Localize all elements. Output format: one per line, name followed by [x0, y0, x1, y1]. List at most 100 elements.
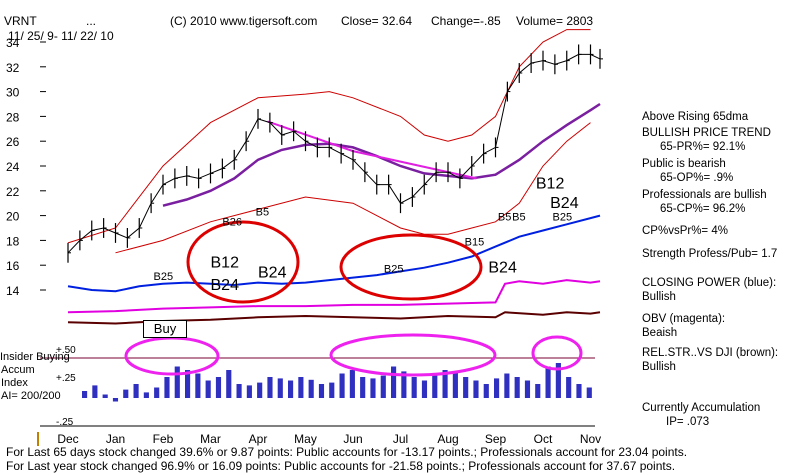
accum-bar	[298, 377, 304, 398]
x-tick-label: Mar	[200, 432, 221, 446]
accum-bar	[442, 370, 448, 398]
accum-bar	[411, 377, 417, 398]
accum-bar	[257, 382, 263, 398]
ticker: VRNT	[4, 14, 37, 28]
signal-label: B12	[211, 255, 240, 272]
accum-bar	[277, 378, 283, 398]
accum-bar	[483, 384, 489, 398]
accum-bar	[267, 377, 273, 398]
accum-bar	[349, 370, 355, 398]
x-tick-label: Feb	[153, 432, 174, 446]
signal-label: B5	[256, 207, 269, 219]
accum-bar	[102, 394, 108, 398]
accum-bar	[566, 377, 572, 398]
y-tick-label: 34	[6, 36, 20, 50]
signal-label: B5	[512, 212, 525, 224]
price-line	[67, 53, 601, 254]
footer-65-days: For Last 65 days stock changed 39.6% or …	[6, 445, 688, 459]
accum-bar	[586, 387, 592, 398]
accum-bar	[205, 380, 211, 398]
change-value: Change=-.85	[431, 14, 501, 28]
footer-last-year: For Last year stock changed 96.9% or 16.…	[6, 459, 676, 473]
pr-percent: 65-PR%= 92.1%	[660, 141, 746, 153]
obv-label: OBV (magenta):	[642, 313, 726, 325]
accum-bar	[329, 382, 335, 398]
signal-label: B25	[384, 264, 404, 276]
accum-bar	[535, 384, 541, 398]
chart-series	[40, 29, 603, 402]
signal-label: B24	[550, 195, 579, 212]
signal-label: B24	[258, 265, 287, 282]
signal-label: B24	[211, 277, 240, 294]
accum-bar	[318, 384, 325, 398]
accum-bar	[401, 371, 407, 398]
professionals-status: Professionals are bullish	[642, 189, 767, 201]
x-axis: Dec Jan Feb Mar Apr May Jun Jul Aug Sep Oct Nov	[37, 425, 601, 446]
accum-label: Accum	[1, 364, 35, 376]
x-tick-label: Jan	[106, 432, 125, 446]
copyright: (C) 2010 www.tigersoft.com	[170, 14, 318, 28]
rel-strength-label: REL.STR..VS DJI (brown):	[642, 347, 779, 359]
ip-value: IP= .073	[666, 416, 710, 428]
accum-bar	[360, 377, 366, 398]
ma-status: Above Rising 65dma	[642, 111, 749, 123]
accum-bar	[504, 373, 510, 398]
accum-bar	[370, 378, 376, 398]
signal-label: B25	[553, 212, 573, 224]
close-value: Close= 32.64	[341, 14, 413, 28]
closing-power-line	[67, 214, 601, 293]
volume-value: Volume= 2803	[516, 14, 594, 28]
y-tick-label: 22	[6, 185, 20, 199]
accum-bar	[143, 392, 149, 398]
cp-percent: 65-CP%= 96.2%	[660, 203, 746, 215]
accum-bar	[452, 372, 458, 398]
y-tick-label: 14	[6, 284, 20, 298]
date-range: 11/ 25/ 9- 11/ 22/ 10	[8, 29, 114, 43]
accum-bar	[421, 380, 428, 398]
ma65-line	[162, 102, 601, 207]
red-circle-jul	[339, 233, 483, 301]
x-tick-label: Jul	[393, 432, 408, 446]
accumulation-label: Currently Accumulation	[642, 402, 761, 414]
y-tick-label: 26	[6, 135, 20, 149]
x-tick-label: May	[294, 432, 317, 446]
closing-power-status: Bullish	[642, 291, 676, 303]
accum-bar	[514, 377, 520, 398]
price-trend-status: BULLISH PRICE TREND	[642, 127, 771, 139]
closing-power-label: CLOSING POWER (blue):	[642, 277, 777, 289]
accum-bar	[308, 379, 314, 398]
y-tick-label: 18	[6, 234, 20, 248]
red-circle-apr	[186, 220, 300, 304]
header-dots: ...	[86, 14, 97, 28]
accum-bar	[185, 370, 191, 398]
accum-bar	[473, 380, 479, 398]
y-tick-label: 16	[6, 259, 20, 273]
strength-ratio: Strength Profess/Pub= 1.7	[642, 248, 778, 260]
x-tick-label: Nov	[580, 432, 601, 446]
accum-bar	[288, 380, 294, 398]
accum-bar	[226, 370, 232, 398]
upper-band-line	[67, 29, 591, 244]
y-tick-label: 30	[6, 86, 20, 100]
accum-bar	[164, 377, 170, 398]
x-tick-label: Apr	[249, 432, 268, 446]
accum-bar	[174, 366, 180, 398]
y-tick-label: 28	[6, 110, 20, 124]
public-status: Public is bearish	[642, 158, 726, 170]
accum-bar	[236, 384, 242, 398]
buy-box: Buy	[143, 320, 187, 338]
y-tick-label: 24	[6, 160, 20, 174]
rel-strength-status: Bullish	[642, 361, 676, 373]
accum-bar	[463, 377, 469, 398]
accum-bar	[82, 391, 88, 398]
ai-label: AI= 200/200	[1, 390, 61, 402]
plus-25-label: +.25	[56, 373, 76, 384]
signal-label: B15	[465, 236, 485, 248]
signal-circles	[124, 220, 583, 377]
x-tick-label: Sep	[485, 432, 507, 446]
magenta-circle-oct	[531, 335, 583, 371]
x-tick-label: Aug	[437, 432, 458, 446]
